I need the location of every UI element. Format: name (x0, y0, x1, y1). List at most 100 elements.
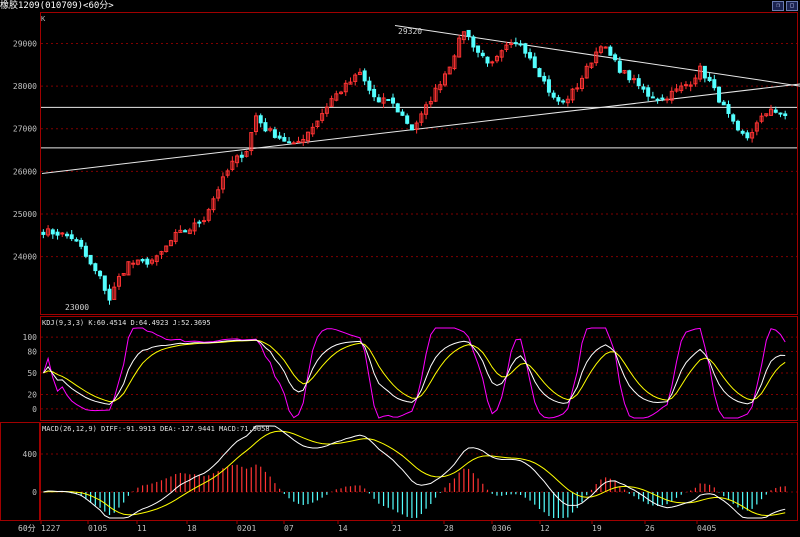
candle-body (268, 128, 273, 131)
candle-body (712, 79, 717, 89)
candle-body (367, 80, 372, 91)
candle-body (594, 51, 599, 64)
candle-body (348, 81, 353, 85)
candle-body (476, 45, 481, 53)
candle-body (334, 93, 339, 101)
candle-body (669, 90, 674, 101)
candle-body (121, 272, 126, 276)
candle-body (88, 254, 93, 265)
candle-body (518, 43, 523, 46)
candle-body (131, 262, 136, 265)
candle-body (485, 56, 490, 64)
candle-body (400, 111, 405, 116)
candle-body (225, 170, 230, 176)
main-panel-frame (40, 12, 798, 315)
candle-body (428, 101, 433, 105)
macd-diff-line (43, 425, 786, 519)
candle-body (339, 91, 344, 95)
candle-body (783, 113, 788, 117)
candle-body (769, 108, 774, 116)
macd-dea-line (43, 430, 786, 517)
candle-body (50, 229, 55, 235)
x-tick-label: 0201 (237, 524, 256, 533)
candle-body (197, 221, 202, 224)
candle-body (693, 77, 698, 85)
candle-body (575, 87, 580, 90)
candle-body (688, 84, 693, 87)
candle-body (211, 198, 216, 211)
candle-body (414, 122, 419, 130)
candle-body (631, 78, 636, 81)
candle-body (528, 52, 533, 59)
candle-body (702, 65, 707, 79)
candle-body (433, 87, 438, 102)
candle-body (41, 231, 46, 235)
candle-body (452, 55, 457, 70)
candle-body (329, 98, 334, 107)
high-annotation: 29320 (398, 27, 422, 36)
candle-body (239, 154, 244, 158)
x-tick-label: 14 (338, 524, 348, 533)
candle-body (494, 55, 499, 62)
candle-body (726, 104, 731, 114)
candle-body (178, 229, 183, 234)
candle-body (754, 122, 759, 132)
y-tick-label: 24000 (13, 253, 37, 262)
kdj-tick-label: 80 (27, 348, 37, 357)
candle-body (391, 97, 396, 104)
candle-body (598, 46, 603, 53)
candle-body (745, 132, 750, 139)
candle-body (608, 46, 613, 56)
candle-body (159, 251, 164, 255)
candle-body (679, 85, 684, 92)
candle-body (438, 84, 443, 91)
candle-body (532, 56, 537, 69)
candle-body (636, 78, 641, 87)
candle-body (64, 233, 69, 237)
candle-body (168, 240, 173, 247)
candle-body (589, 62, 594, 68)
candle-body (513, 42, 518, 45)
candle-body (778, 112, 783, 115)
candle-body (490, 61, 495, 64)
kdj-tick-label: 100 (23, 333, 38, 342)
candle-body (561, 100, 566, 103)
candle-body (740, 130, 745, 134)
candle-body (244, 151, 249, 157)
candle-body (55, 231, 60, 236)
x-tick-label: 07 (284, 524, 294, 533)
candle-body (173, 231, 178, 242)
grid-lines (41, 42, 797, 493)
candle-body (509, 43, 514, 46)
candle-body (565, 98, 570, 104)
candle-body (627, 70, 632, 81)
maximize-window-icon[interactable]: □ (786, 1, 798, 11)
candle-body (135, 259, 140, 265)
candle-body (305, 131, 310, 142)
kdj-panel-frame (40, 316, 798, 421)
candle-body (419, 113, 424, 123)
candle-body (282, 137, 287, 142)
candle-body (357, 71, 362, 76)
candle-body (164, 245, 169, 253)
candle-body (442, 73, 447, 86)
candle-body (457, 37, 462, 58)
restore-window-icon[interactable]: ❐ (772, 1, 784, 11)
kdj-j-line (42, 327, 786, 419)
candle-body (461, 31, 466, 41)
candle-body (83, 245, 88, 257)
kdj-header: KDJ(9,3,3) K:60.4514 D:64.4923 J:52.3695 (42, 319, 211, 327)
kdj-d-line (43, 339, 786, 403)
left-bottom-box (0, 422, 40, 521)
candle-body (310, 126, 315, 135)
y-axis-labels: 29000 28000 27000 26000 25000 24000 100 80 50 20 0… (13, 39, 37, 497)
candle-body (537, 68, 542, 78)
candle-body (376, 97, 381, 103)
candle-body (69, 234, 74, 240)
window-title: 橡胶1209(010709)<60分> (0, 1, 114, 11)
candle-body (362, 70, 367, 82)
macd-tick-label: 400 (23, 450, 38, 459)
candle-body (343, 82, 348, 93)
y-tick-label: 27000 (13, 125, 37, 134)
